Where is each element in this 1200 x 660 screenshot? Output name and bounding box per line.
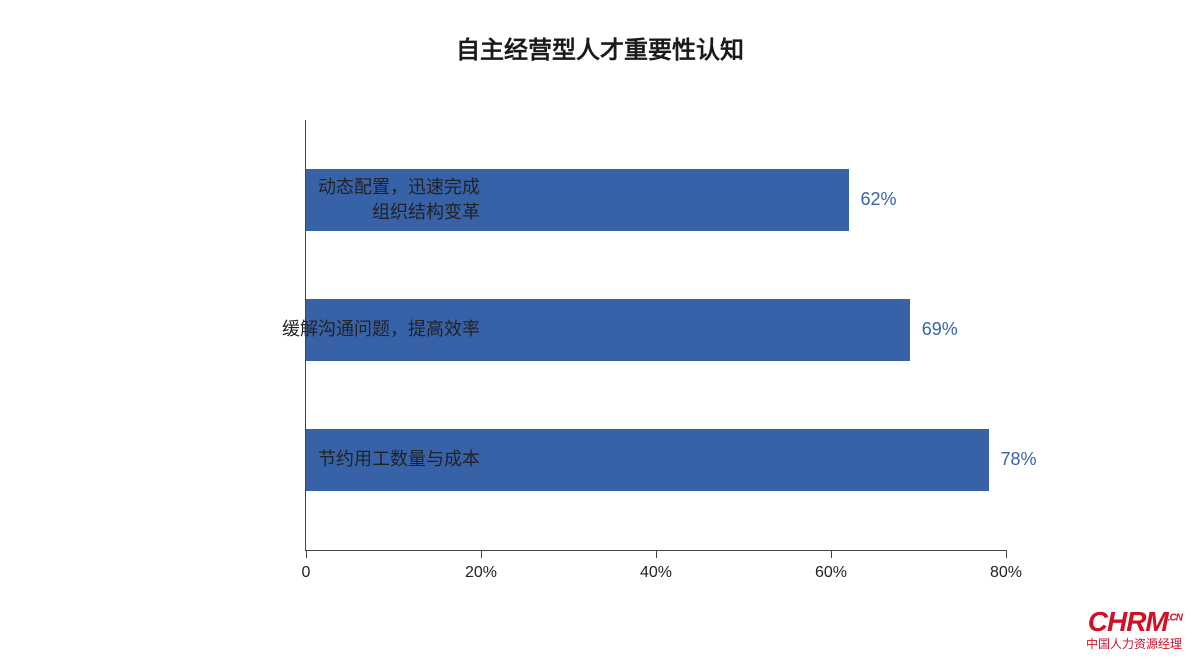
category-label-1: 缓解沟通问题，提高效率 [282,317,480,342]
xtick-1 [481,550,482,558]
category-label-0: 动态配置，迅速完成 组织结构变革 [318,175,480,225]
watermark-suffix: .CN [1168,613,1182,624]
xtick-4 [1006,550,1007,558]
xtick-label-4: 80% [990,564,1022,582]
xtick-label-1: 20% [465,564,497,582]
bar-0-value: 62% [861,189,897,210]
bar-1-value: 69% [922,319,958,340]
watermark-sub: 中国人力资源经理 [1086,638,1182,650]
xtick-label-0: 0 [302,564,311,582]
xtick-label-3: 60% [815,564,847,582]
xtick-2 [656,550,657,558]
xtick-label-2: 40% [640,564,672,582]
chart-title: 自主经营型人才重要性认知 [0,30,1200,65]
watermark: CHRM.CN 中国人力资源经理 [1086,608,1182,650]
xtick-3 [831,550,832,558]
watermark-main: CHRM.CN [1086,608,1182,636]
xtick-0 [306,550,307,558]
watermark-text: CHRM [1088,606,1168,637]
bar-2-value: 78% [1001,449,1037,470]
category-label-2: 节约用工数量与成本 [318,447,480,472]
